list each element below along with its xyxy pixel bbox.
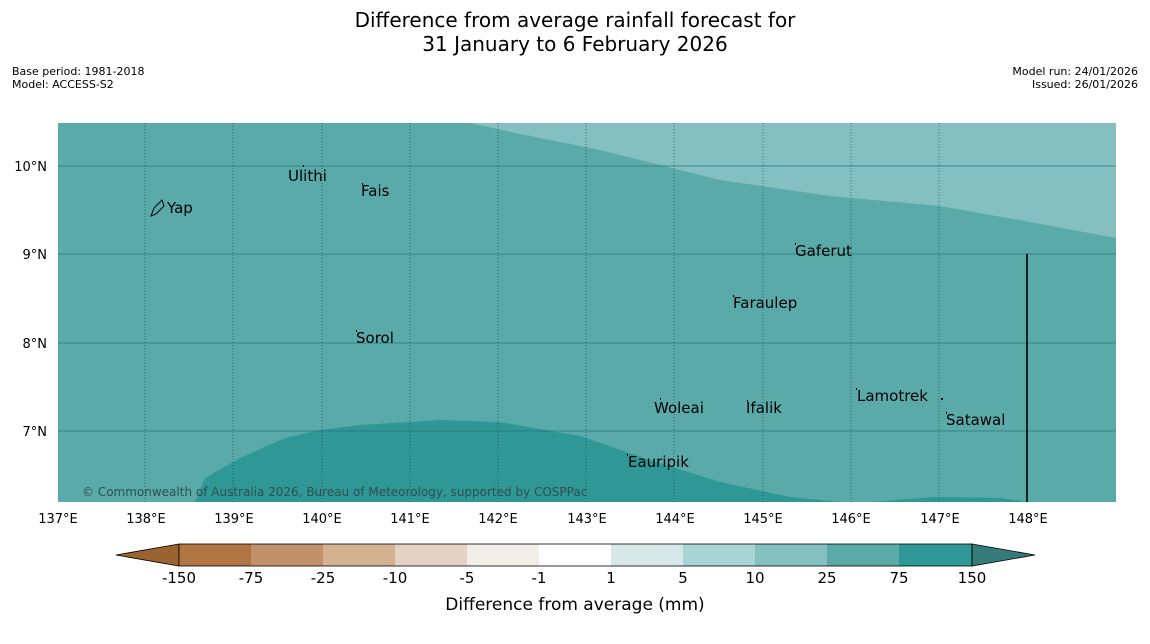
- lat-axis-labels: 10°N 9°N 8°N 7°N: [14, 160, 47, 440]
- lon-label: 147°E: [920, 512, 960, 527]
- colorbar-segment: [755, 544, 827, 566]
- place-label: Eauripik: [628, 453, 689, 471]
- place-label: Satawal: [946, 411, 1005, 429]
- issued-date: Issued: 26/01/2026: [1031, 78, 1138, 91]
- lon-label: 146°E: [831, 512, 871, 527]
- map-area: Yap Ulithi Fais Gaferut Faraulep Sorol W…: [58, 123, 1116, 502]
- colorbar-segment: [395, 544, 467, 566]
- lon-label: 145°E: [743, 512, 783, 527]
- place-label: Gaferut: [795, 242, 852, 260]
- place-label: Fais: [361, 182, 390, 200]
- place-label: Woleai: [654, 399, 704, 417]
- colorbar-tick: 25: [817, 569, 836, 587]
- colorbar-segment: [467, 544, 539, 566]
- colorbar-segment: [323, 544, 395, 566]
- lat-label: 7°N: [23, 425, 48, 440]
- colorbar-tick: 10: [745, 569, 764, 587]
- lon-label: 137°E: [38, 512, 78, 527]
- lon-label: 144°E: [655, 512, 695, 527]
- colorbar-segment: [611, 544, 683, 566]
- colorbar: -150 -75 -25 -10 -5 -1 1 5 10 25 75 150 …: [115, 543, 1036, 615]
- colorbar-tick: -5: [460, 569, 475, 587]
- yap-island-shape: [150, 199, 165, 217]
- colorbar-segment: [539, 544, 611, 566]
- chart-title: Difference from average rainfall forecas…: [0, 8, 1150, 56]
- place-label: Lamotrek: [857, 387, 928, 405]
- lat-gridlines: [58, 165, 1116, 432]
- lon-gridlines: [144, 123, 940, 502]
- model-name: Model: ACCESS-S2: [12, 78, 114, 91]
- lon-label: 142°E: [478, 512, 518, 527]
- place-label: Ulithi: [288, 167, 327, 185]
- colorbar-segment: [683, 544, 755, 566]
- place-labels: Yap Ulithi Fais Gaferut Faraulep Sorol W…: [166, 167, 1005, 471]
- colorbar-segment: [899, 544, 972, 566]
- colorbar-tick: -150: [162, 569, 196, 587]
- colorbar-extend-low: [115, 543, 180, 567]
- lat-label: 9°N: [23, 248, 48, 263]
- model-run: Model run: 24/01/2026: [1012, 65, 1138, 78]
- lon-label: 148°E: [1008, 512, 1048, 527]
- lat-label: 10°N: [14, 160, 47, 175]
- colorbar-tick: 5: [678, 569, 688, 587]
- colorbar-outline: [178, 543, 973, 567]
- colorbar-tick: 75: [889, 569, 908, 587]
- colorbar-extend-high: [971, 543, 1036, 567]
- lon-label: 139°E: [214, 512, 254, 527]
- colorbar-label: Difference from average (mm): [445, 595, 704, 615]
- colorbar-tick: 150: [958, 569, 987, 587]
- colorbar-segment: [827, 544, 899, 566]
- colorbar-segment: [251, 544, 323, 566]
- colorbar-tick: -75: [239, 569, 264, 587]
- lat-label: 8°N: [23, 337, 48, 352]
- region-10-25mm: [470, 123, 1116, 238]
- atoll-markers: [303, 165, 947, 456]
- colorbar-tick: 1: [606, 569, 616, 587]
- colorbar-tick: -1: [532, 569, 547, 587]
- title-line-2: 31 January to 6 February 2026: [422, 32, 728, 56]
- place-label: Ifalik: [746, 399, 782, 417]
- lon-label: 140°E: [302, 512, 342, 527]
- colorbar-tick: -10: [383, 569, 408, 587]
- copyright-notice: © Commonwealth of Australia 2026, Bureau…: [82, 485, 587, 499]
- lon-axis-labels: 137°E 138°E 139°E 140°E 141°E 142°E 143°…: [38, 512, 1048, 527]
- colorbar-tick: -25: [311, 569, 336, 587]
- metadata-right: Model run: 24/01/2026 Issued: 26/01/2026: [1012, 65, 1138, 91]
- region-75-150mm: [195, 420, 1030, 502]
- metadata-left: Base period: 1981-2018 Model: ACCESS-S2: [12, 65, 144, 91]
- colorbar-segment: [179, 544, 251, 566]
- lon-label: 141°E: [390, 512, 430, 527]
- place-label: Faraulep: [733, 294, 797, 312]
- place-label: Yap: [166, 199, 193, 217]
- place-label: Sorol: [356, 329, 394, 347]
- base-period: Base period: 1981-2018: [12, 65, 145, 78]
- lon-label: 143°E: [567, 512, 607, 527]
- lon-label: 138°E: [126, 512, 166, 527]
- title-line-1: Difference from average rainfall forecas…: [354, 8, 796, 32]
